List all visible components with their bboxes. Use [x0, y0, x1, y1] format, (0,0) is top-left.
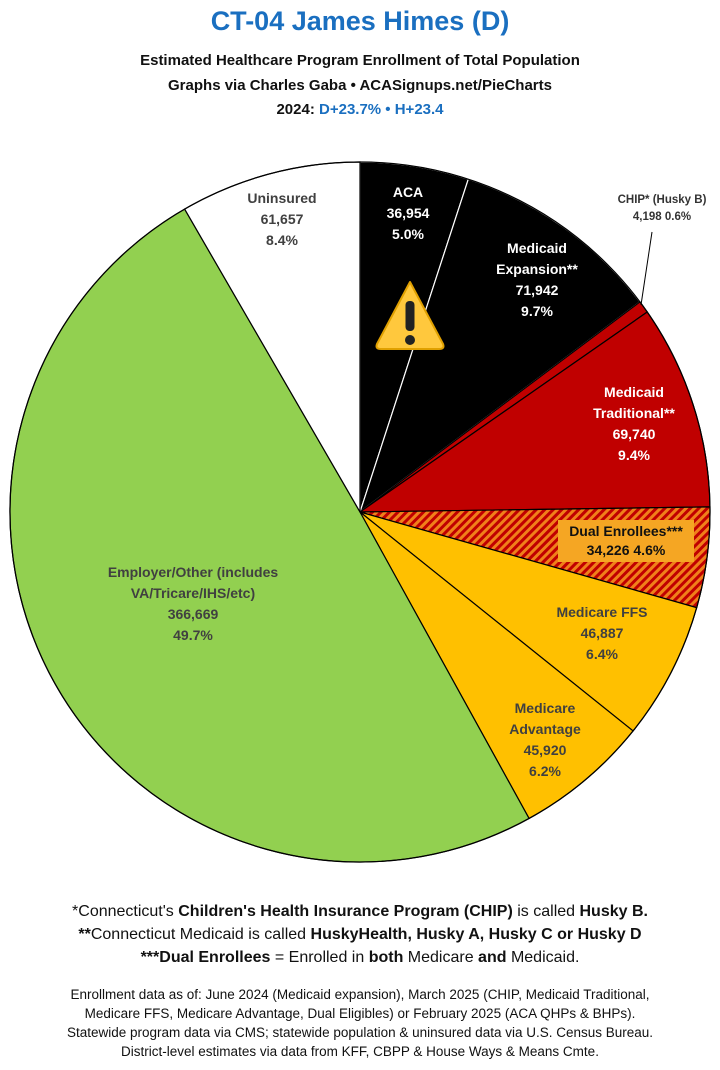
slice-label: Medicare Advantage 45,920 6.2% [485, 698, 605, 782]
subtitle: Estimated Healthcare Program Enrollment … [140, 52, 580, 69]
value-label: 71,942 [515, 282, 559, 298]
category-label: ACA [392, 184, 424, 200]
source-line: Enrollment data as of: June 2024 (Medica… [70, 987, 650, 1002]
value-label: 61,657 [260, 211, 304, 227]
footnote-text: Husky B. [579, 903, 648, 920]
value-label: 45,920 [523, 742, 567, 758]
footnote-text: ** [78, 926, 91, 943]
footnote-text: Medicaid. [506, 949, 580, 966]
value-line: 4,198 0.6% [602, 209, 720, 226]
value-label: 366,669 [167, 606, 219, 622]
footnote-text: *Connecticut's [72, 903, 179, 920]
slice-label: Employer/Other (includes VA/Tricare/IHS/… [68, 562, 318, 646]
category-label: Medicaid Traditional** [593, 384, 675, 421]
value-label: 69,740 [612, 426, 656, 442]
percent-label: 5.0% [392, 226, 424, 242]
chart-title: CT-04 James Himes (D) [210, 6, 510, 36]
value-label: 4,198 [632, 211, 662, 223]
election-result: D+23.7% • H+23.4 [319, 101, 444, 118]
footnote-text: Children's Health Insurance Program (CHI… [178, 903, 513, 920]
percent-label: 0.6% [664, 211, 692, 223]
slice-label: Medicare FFS 46,887 6.4% [542, 602, 662, 665]
footnote: **Connecticut Medicaid is called HuskyHe… [0, 923, 720, 946]
percent-label: 9.7% [521, 303, 553, 319]
credit: Graphs via Charles Gaba • ACASignups.net… [168, 77, 552, 94]
percent-label: 9.4% [618, 447, 650, 463]
warning-icon [375, 281, 445, 350]
value-label: 46,887 [580, 625, 624, 641]
pie-outline [9, 161, 711, 863]
category-label: CHIP* (Husky B) [617, 194, 707, 206]
category-label: Medicare FFS [556, 604, 648, 620]
category-label: Employer/Other (includes VA/Tricare/IHS/… [107, 564, 279, 601]
value-label: 36,954 [386, 205, 430, 221]
percent-label: 4.6% [633, 542, 666, 558]
value-label: 34,226 [586, 542, 630, 558]
source-line: District-level estimates via data from K… [121, 1044, 599, 1059]
slice-label: Medicaid Expansion** 71,942 9.7% [482, 238, 592, 322]
leader-line [640, 231, 653, 306]
category-label: Uninsured [247, 190, 317, 206]
footnote-text: Connecticut Medicaid is called [90, 926, 311, 943]
footnote-text: and [478, 949, 507, 966]
category-label: Dual Enrollees*** [569, 523, 683, 539]
footnote-text: both [368, 949, 404, 966]
slice-label: Uninsured 61,657 8.4% [232, 188, 332, 251]
source-line: Medicare FFS, Medicare Advantage, Dual E… [84, 1006, 636, 1021]
percent-label: 6.2% [529, 763, 561, 779]
election-label: 2024: [276, 101, 315, 118]
slice-label: Dual Enrollees*** 34,226 4.6% [558, 520, 694, 562]
slices [9, 161, 711, 863]
footnote-text: HuskyHealth, Husky A, Husky C or Husky D [310, 926, 642, 943]
category-label: Medicare Advantage [509, 700, 581, 737]
election-line: 2024: D+23.7% • H+23.4 [0, 101, 720, 118]
slice-label: Medicaid Traditional** 69,740 9.4% [574, 382, 694, 466]
footnotes: *Connecticut's Children's Health Insuran… [0, 900, 720, 969]
footnote: ***Dual Enrollees = Enrolled in both Med… [0, 946, 720, 969]
pie-chart [9, 161, 711, 863]
footnote-text: is called [512, 903, 580, 920]
footnote-text: ***Dual Enrollees [140, 949, 271, 966]
slice-label: CHIP* (Husky B) 4,198 0.6% [602, 192, 720, 226]
footnote: *Connecticut's Children's Health Insuran… [0, 900, 720, 923]
slice-label: ACA 36,954 5.0% [368, 182, 448, 245]
percent-label: 6.4% [586, 646, 618, 662]
sources: Enrollment data as of: June 2024 (Medica… [0, 985, 720, 1061]
footnote-text: = Enrolled in [270, 949, 369, 966]
value-line: 34,226 4.6% [558, 541, 694, 560]
percent-label: 49.7% [173, 627, 213, 643]
percent-label: 8.4% [266, 232, 298, 248]
footnote-text: Medicare [403, 949, 479, 966]
source-line: Statewide program data via CMS; statewid… [66, 1025, 654, 1040]
category-label: Medicaid Expansion** [496, 240, 578, 277]
